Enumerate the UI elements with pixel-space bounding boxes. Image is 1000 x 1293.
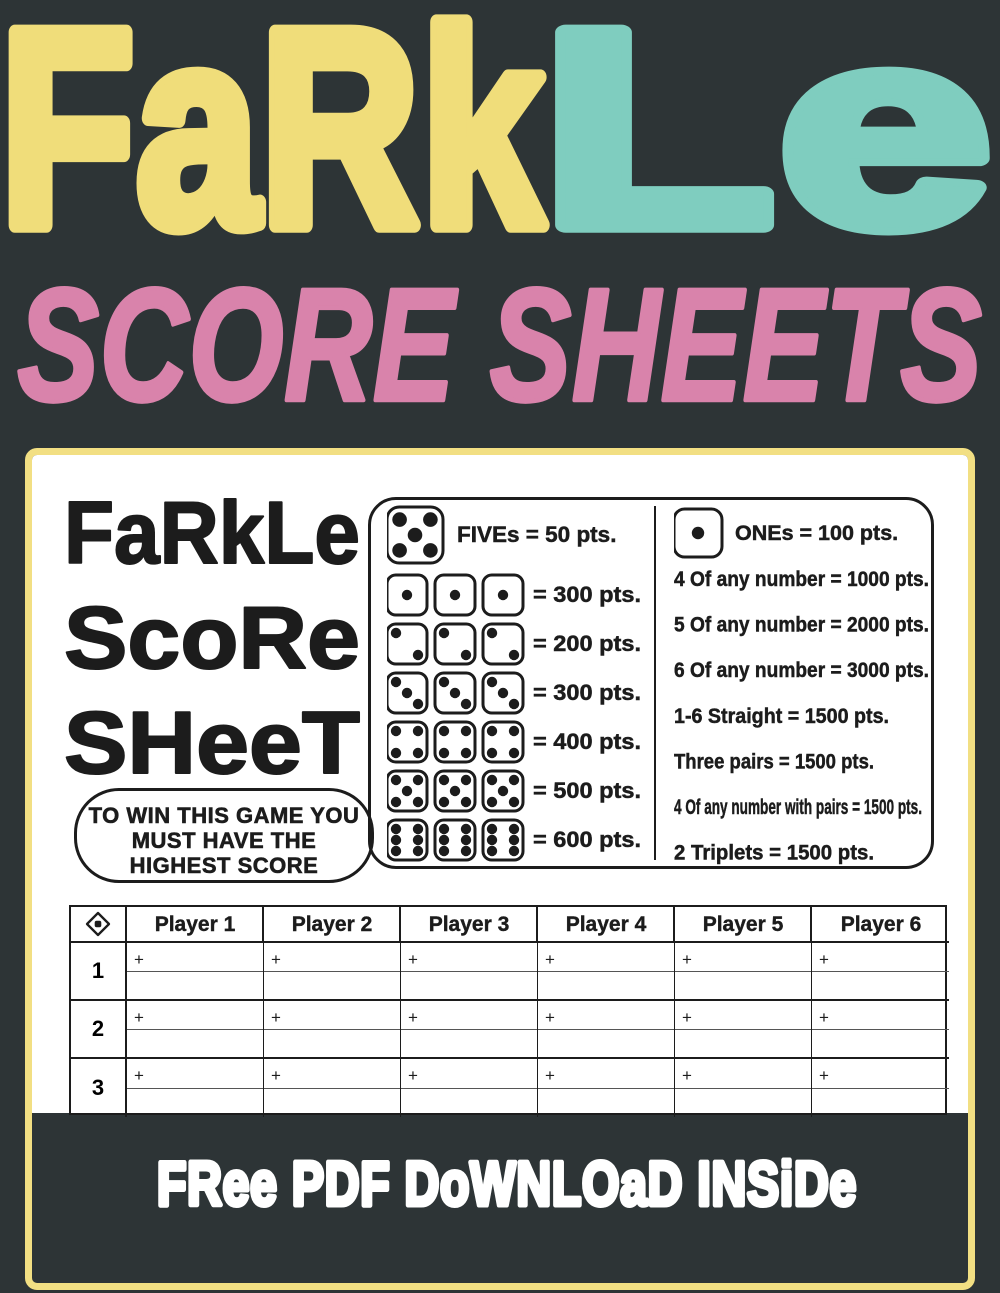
svg-text:Player 5: Player 5 [702, 913, 783, 936]
svg-text:TO WIN THIS GAME YOU: TO WIN THIS GAME YOU [89, 803, 360, 828]
svg-text:Player 4: Player 4 [565, 913, 646, 936]
svg-text:FRee PDF DoWNLOaD INSiDe: FRee PDF DoWNLOaD INSiDe [157, 1150, 857, 1219]
svg-text:4 Of any number with pairs = 1: 4 Of any number with pairs = 1500 pts. [674, 795, 922, 819]
svg-text:= 600 pts.: = 600 pts. [533, 827, 641, 852]
svg-text:= 300 pts.: = 300 pts. [533, 680, 641, 705]
svg-text:= 400 pts.: = 400 pts. [533, 729, 641, 754]
svg-text:ONEs = 100 pts.: ONEs = 100 pts. [735, 521, 898, 545]
svg-text:4 Of any number = 1000 pts.: 4 Of any number = 1000 pts. [674, 567, 929, 591]
svg-text:2 Triplets = 1500 pts.: 2 Triplets = 1500 pts. [674, 841, 874, 865]
svg-text:HIGHEST SCORE: HIGHEST SCORE [130, 853, 319, 876]
svg-text:SHeeT: SHeeT [64, 693, 360, 792]
svg-text:Player 6: Player 6 [840, 913, 921, 936]
svg-text:FIVEs = 50 pts.: FIVEs = 50 pts. [457, 522, 616, 547]
svg-text:FaRk: FaRk [0, 0, 545, 280]
svg-text:ScoRe: ScoRe [64, 588, 360, 687]
svg-text:Player 1: Player 1 [154, 913, 235, 936]
svg-text:SCORE SHEETS: SCORE SHEETS [18, 260, 983, 434]
svg-text:MUST HAVE THE: MUST HAVE THE [132, 828, 317, 853]
svg-text:Player 2: Player 2 [291, 913, 372, 936]
svg-text:6 Of any number = 3000 pts.: 6 Of any number = 3000 pts. [674, 658, 929, 682]
svg-text:= 500 pts.: = 500 pts. [533, 778, 641, 803]
svg-text:5 Of any number = 2000 pts.: 5 Of any number = 2000 pts. [674, 613, 929, 637]
svg-text:Three pairs = 1500 pts.: Three pairs = 1500 pts. [674, 749, 874, 773]
svg-text:Le: Le [540, 0, 995, 280]
svg-text:1-6 Straight = 1500 pts.: 1-6 Straight = 1500 pts. [674, 704, 889, 728]
svg-text:= 200 pts.: = 200 pts. [533, 631, 641, 656]
svg-text:FaRkLe: FaRkLe [64, 483, 360, 582]
svg-text:= 300 pts.: = 300 pts. [533, 582, 641, 607]
svg-text:Player 3: Player 3 [428, 913, 509, 936]
